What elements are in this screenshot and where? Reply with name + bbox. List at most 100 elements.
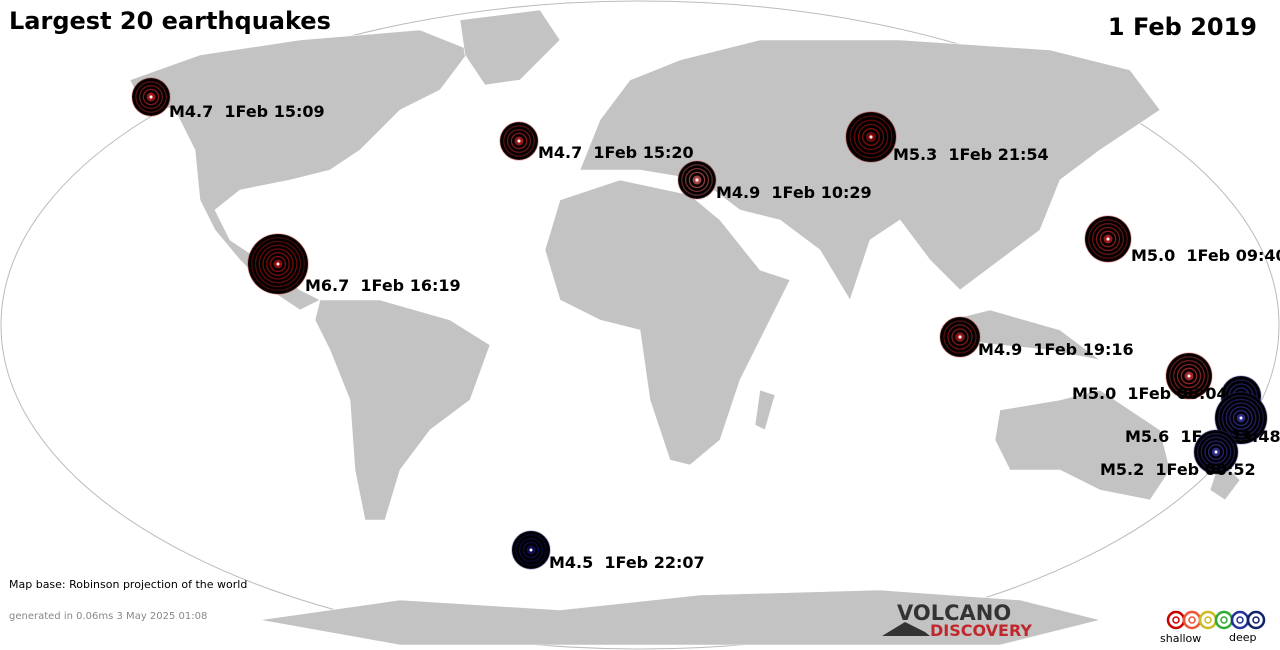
quake-center [275,261,281,267]
map-title: Largest 20 earthquakes [9,7,331,35]
legend-ring-inner [1252,616,1260,624]
quake-ring [1095,226,1121,252]
quake-center [1105,236,1111,242]
quake-ring [955,332,965,342]
quake-ring [1184,371,1194,381]
quake: M4.5 1Feb 22:07 [511,530,705,572]
quake-label: M4.9 1Feb 10:29 [716,183,872,202]
continents [129,9,1241,646]
logo-line1: VOLCANO [897,601,1011,625]
quake-ring [1099,230,1117,248]
legend-ring-inner [1188,616,1196,624]
quake: M4.7 1Feb 15:09 [131,77,325,121]
quake: M4.7 1Feb 15:20 [499,121,694,162]
quake-ring [692,175,702,185]
legend-ring-inner [1236,616,1244,624]
quake-label: M5.0 1Feb 06:04 [1072,384,1228,403]
quake-ring [681,164,713,196]
quake-ring [510,132,528,150]
quake-ring [688,171,706,189]
quake-ring [269,255,287,273]
quake-ring [1218,395,1264,441]
quake-ring [506,128,532,154]
quake-ring [853,119,889,155]
legend-ring-inner [1204,616,1212,624]
logo: VOLCANO DISCOVERY [882,601,1032,640]
quake-ring [138,84,164,110]
quake-ring [1221,398,1261,438]
legend-ring [1230,610,1250,630]
quake-center [1213,449,1219,455]
logo-line2: DISCOVERY [930,621,1032,640]
quake-ring [684,167,710,193]
quake: M5.3 1Feb 21:54 [845,111,1049,164]
generated-note: generated in 0.06ms 3 May 2025 01:08 [9,611,207,622]
quake-ring [142,88,160,106]
quake-ring [947,324,973,350]
quake-ring [862,128,880,146]
quake-ring [866,132,876,142]
quake: M5.0 1Feb 06:04 [1072,352,1228,403]
quake-ring [515,534,547,566]
quake-ring [503,125,535,157]
quake-ring [514,136,524,146]
quake-ring [262,248,294,280]
quake-ring [526,545,536,555]
quake: M5.0 1Feb 09:40 [1084,215,1280,265]
quake-ring [251,237,305,291]
legend-ring [1214,610,1234,630]
quake-ring [1225,402,1257,434]
quake-ring [943,320,977,354]
legend-ring-inner [1220,616,1228,624]
quake: M6.7 1Feb 16:19 [247,233,461,295]
quake-ring [1169,356,1209,396]
quake-center [1238,415,1244,421]
quake-ring [1232,409,1250,427]
quake-ring [1103,234,1113,244]
legend-ring-inner [1172,616,1180,624]
quake-ring [146,92,156,102]
quake-label: M5.0 1Feb 09:40 [1131,246,1280,265]
legend-ring [1166,610,1186,630]
quake-ring [849,115,893,159]
quake-label: M4.5 1Feb 22:07 [549,553,705,572]
quake-center [868,134,874,140]
legend: shallow deep [1160,610,1266,645]
quake-center [148,94,154,100]
quake-ring [1204,440,1228,464]
quake-center [528,547,534,553]
map-base-note: Map base: Robinson projection of the wor… [9,578,247,591]
quake-center [694,177,700,183]
quake-ring [1229,406,1253,430]
quake-ring [1173,360,1205,392]
quake-ring [1236,413,1246,423]
legend-ring [1182,610,1202,630]
quake-label: M4.7 1Feb 15:09 [169,102,325,121]
legend-shallow: shallow [1160,632,1201,645]
quake-ring [1176,363,1202,389]
quake-label: M5.2 1Feb 00:52 [1100,460,1256,479]
quake-ring [1088,219,1128,259]
quake-label: M6.7 1Feb 16:19 [305,276,461,295]
quake-ring [857,123,885,151]
logo-mountain [882,622,930,636]
quake-ring [1200,436,1232,468]
quake-center [1186,373,1192,379]
legend-ring [1198,610,1218,630]
quake-ring [258,244,298,284]
quake-ring [254,240,302,288]
quake-ring [1211,447,1221,457]
quake: M4.9 1Feb 10:29 [677,160,872,202]
map-date: 1 Feb 2019 [1108,13,1257,41]
quake-ring [273,259,283,269]
quake-label: M4.9 1Feb 19:16 [978,340,1134,359]
quake-layer: M4.7 1Feb 15:09 M4.7 1Feb 15:20 M4.9 1Feb … [131,77,1280,572]
quake-ring [951,328,969,346]
quake-ring [1180,367,1198,385]
quake-label: M5.3 1Feb 21:54 [893,145,1049,164]
quake-ring [135,81,167,113]
quake-ring [1092,223,1124,255]
quake: M5.2 1Feb 00:52 [1100,429,1256,479]
quake-ring [518,537,544,563]
